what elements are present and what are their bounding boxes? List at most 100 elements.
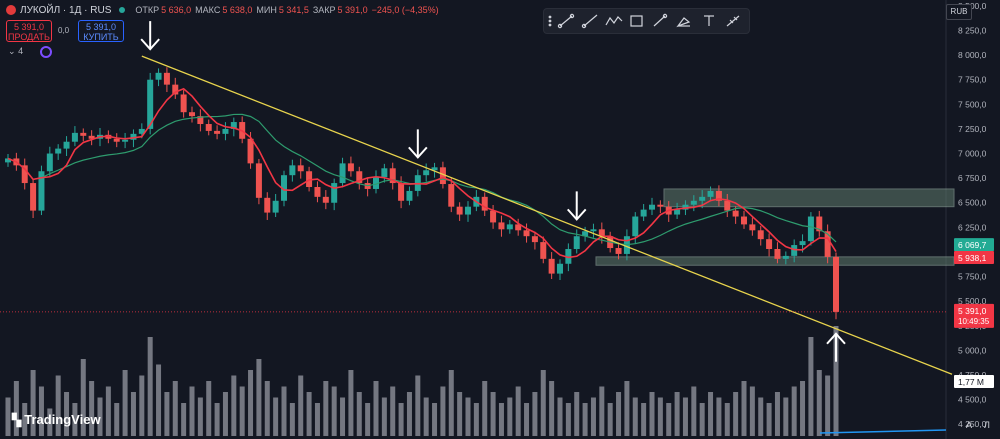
open-label: ОТКР (135, 5, 160, 15)
volume-bar (691, 386, 697, 436)
candle-body (674, 209, 681, 215)
candle-body (71, 132, 78, 142)
price-tick-label: 6 250,0 (958, 222, 987, 232)
volume-bar (540, 370, 546, 436)
trendline (141, 55, 953, 375)
candle (389, 162, 396, 190)
candle-body (172, 84, 179, 95)
candle (766, 233, 773, 257)
volume-bar (607, 403, 613, 436)
volume-bar (440, 386, 446, 436)
volume-bar (289, 403, 295, 436)
volume-bar (800, 381, 806, 436)
auto-scale-button[interactable]: A (965, 420, 972, 430)
volume-bar (231, 375, 237, 436)
volume-bar (22, 403, 28, 436)
candle-body (247, 138, 254, 164)
chart-header: ЛУКОЙЛ · 1Д · RUS ОТКР 5 636,0 МАКС 5 638,… (0, 0, 439, 20)
candle-body (431, 167, 438, 171)
price-tick-label: 5 000,0 (958, 345, 987, 355)
candle-body (816, 216, 823, 232)
volume-bar (356, 392, 362, 436)
volume-bar (549, 381, 555, 436)
candle (314, 181, 321, 203)
annotations (140, 21, 846, 362)
ma-fast-tag: 6 069,7 (954, 238, 994, 252)
candle (657, 200, 664, 214)
volume-bar (432, 403, 438, 436)
volume-tag: 1,77 M (954, 375, 994, 388)
candle-body (557, 263, 563, 274)
candle (732, 206, 739, 224)
candle (749, 217, 756, 236)
volume-bar (716, 397, 722, 436)
text-icon[interactable] (704, 15, 714, 26)
candle (423, 163, 430, 182)
arrow-up-icon (826, 332, 846, 362)
settings-icon[interactable] (40, 46, 52, 58)
candle (163, 67, 170, 93)
candle-body (682, 204, 689, 210)
candle-body (347, 163, 354, 172)
symbol-title[interactable]: ЛУКОЙЛ · 1Д · RUS (20, 4, 112, 16)
volume-bar (699, 403, 705, 436)
brush-icon[interactable] (653, 13, 668, 27)
candle-body (531, 236, 538, 243)
candle-body (707, 190, 714, 197)
last-price-tag: 5 391,010:49:35 (954, 303, 994, 328)
candle-body (615, 248, 622, 254)
candle (490, 205, 497, 229)
volume-bar (340, 397, 346, 436)
volume-bar (323, 381, 329, 436)
candle-body (122, 139, 129, 142)
volume-bar (457, 392, 463, 436)
volume-bar (114, 403, 120, 436)
volume-bar (72, 403, 78, 436)
rectangle-icon[interactable] (630, 15, 643, 27)
candle-body (88, 135, 95, 139)
volume-bar (147, 337, 153, 436)
ma-fast-tag-text: 6 069,7 (958, 240, 987, 250)
candle (590, 223, 597, 238)
candle (55, 144, 62, 160)
candle (431, 162, 438, 178)
volume-bar (197, 397, 203, 436)
candle (63, 136, 70, 156)
candle (88, 130, 95, 146)
volume-bar (206, 381, 212, 436)
candle (331, 178, 338, 211)
trendline-icon[interactable] (557, 13, 575, 29)
highlighter-icon[interactable] (676, 17, 691, 28)
buy-button[interactable]: 5 391,0 КУПИТЬ (78, 20, 124, 42)
ma-slow-tag: 5 938,1 (954, 251, 994, 265)
path-icon[interactable] (605, 16, 623, 26)
candle-body (715, 190, 722, 201)
volume-bar (774, 392, 780, 436)
candle (498, 215, 505, 237)
currency-selector[interactable]: RUB (946, 4, 972, 20)
sell-button[interactable]: 5 391,0 ПРОДАТЬ (6, 20, 52, 42)
drag-handle-icon[interactable] (548, 15, 552, 27)
indicators-toggle[interactable]: ⌄ 4 (8, 46, 52, 58)
candle (782, 251, 789, 265)
volume-bar (657, 397, 663, 436)
volume-bar (298, 375, 304, 436)
volume-bar (624, 381, 630, 436)
candle-body (582, 231, 589, 237)
volume-bar (816, 370, 822, 436)
volume-bar (833, 326, 839, 436)
market-status-icon (119, 7, 126, 13)
ray-icon[interactable] (581, 14, 598, 29)
candle-body (423, 170, 430, 176)
volume-bar (122, 370, 128, 436)
measure-icon[interactable] (726, 15, 740, 27)
candle (456, 202, 463, 221)
spread-value: 0,0 (58, 26, 70, 35)
low-value: 5 341,5 (278, 5, 309, 15)
candle-body (506, 224, 513, 230)
candle (281, 170, 287, 207)
candle (531, 231, 538, 250)
log-scale-button[interactable]: Л (984, 420, 990, 430)
volume-bar (130, 392, 136, 436)
